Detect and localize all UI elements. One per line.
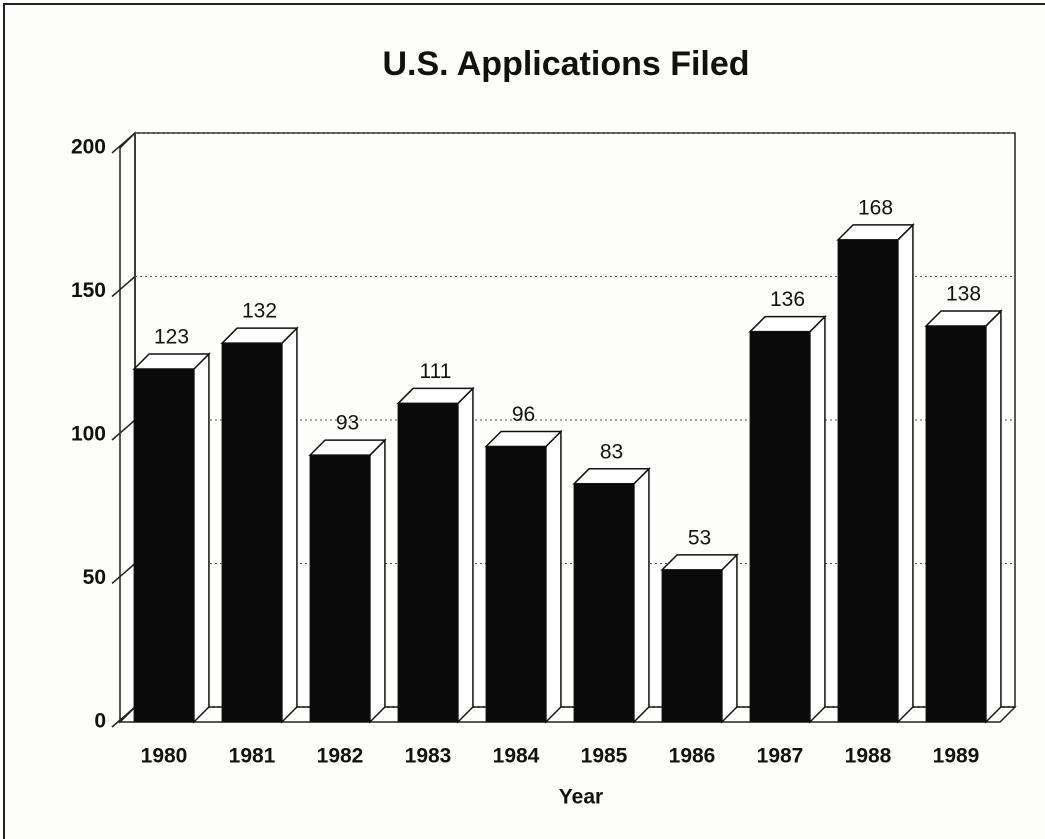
x-tick-label: 1985 xyxy=(581,745,628,768)
bar-side xyxy=(721,553,738,724)
data-label: 138 xyxy=(946,282,981,305)
y-tick-label: 0 xyxy=(94,710,106,733)
data-label: 53 xyxy=(688,526,711,549)
data-label: 123 xyxy=(154,326,189,349)
data-label: 132 xyxy=(242,300,277,323)
bar-side xyxy=(897,223,914,724)
data-label: 96 xyxy=(512,403,535,426)
bar xyxy=(133,368,195,723)
data-label: 93 xyxy=(336,412,359,435)
bar xyxy=(397,402,459,723)
tick-mark xyxy=(111,419,136,441)
y-tick-label: 100 xyxy=(71,423,106,446)
x-tick-label: 1988 xyxy=(845,745,892,768)
x-tick-label: 1986 xyxy=(669,745,716,768)
bar xyxy=(573,483,635,723)
tick-mark xyxy=(111,562,136,585)
bar-side xyxy=(457,386,474,724)
data-label: 136 xyxy=(770,288,805,311)
bar xyxy=(309,454,371,723)
x-tick-label: 1980 xyxy=(141,745,188,768)
bar-side xyxy=(985,309,1002,724)
tick-mark xyxy=(111,706,136,728)
bar xyxy=(749,331,811,723)
bar-side xyxy=(809,314,826,724)
bar-side xyxy=(281,326,298,724)
x-tick-label: 1989 xyxy=(933,745,980,768)
bar-side xyxy=(193,352,210,724)
bar-side xyxy=(369,438,386,724)
y-tick-label: 150 xyxy=(71,279,106,302)
y-tick-label: 50 xyxy=(83,566,106,589)
x-tick-label: 1983 xyxy=(405,745,452,768)
y-tick-label: 200 xyxy=(71,136,106,159)
bar xyxy=(661,569,723,723)
bar xyxy=(925,325,987,723)
x-tick-label: 1987 xyxy=(757,745,804,768)
tick-mark xyxy=(111,275,136,298)
bar xyxy=(221,342,283,723)
data-label: 111 xyxy=(420,360,452,383)
bar-side xyxy=(545,429,562,724)
bar-side xyxy=(633,466,650,724)
data-label: 83 xyxy=(600,440,623,463)
data-label: 168 xyxy=(858,196,893,219)
x-axis-label: Year xyxy=(559,786,603,809)
x-tick-label: 1982 xyxy=(317,745,364,768)
tick-mark xyxy=(111,132,136,154)
x-tick-label: 1984 xyxy=(493,745,540,768)
x-tick-label: 1981 xyxy=(229,745,276,768)
bar xyxy=(485,445,547,723)
bar xyxy=(837,239,899,723)
chart-title: U.S. Applications Filed xyxy=(382,45,749,83)
